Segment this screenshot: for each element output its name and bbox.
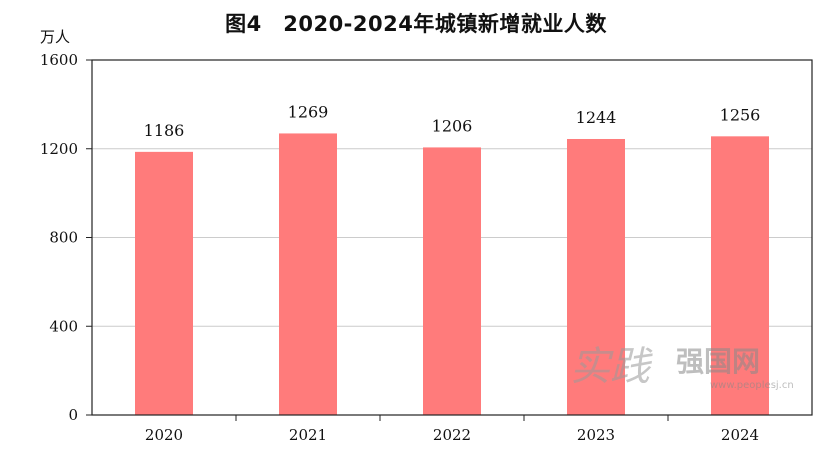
y-tick-label: 1200: [40, 140, 78, 158]
y-tick-label: 0: [68, 406, 78, 424]
watermark-logo: 实践 强国网 www.peoplesj.cn: [570, 340, 794, 400]
x-tick-label: 2021: [289, 426, 327, 444]
labels: 0 400 800 1200 1600 1186 2020 1269 2021 1206 2022 1…: [40, 51, 761, 444]
bar: [135, 151, 193, 415]
y-axis-unit: 万人: [40, 28, 71, 46]
plot-frame: [91, 59, 813, 416]
watermark-glyph: 实践: [570, 344, 650, 390]
data-label: 1256: [720, 105, 761, 124]
axes: [86, 59, 813, 421]
bar: [423, 147, 481, 415]
watermark-url: www.peoplesj.cn: [710, 380, 794, 391]
data-label: 1269: [288, 102, 329, 121]
x-tick-label: 2023: [577, 426, 615, 444]
y-tick-label: 400: [49, 317, 78, 335]
bar: [711, 136, 769, 415]
bars: [135, 133, 769, 416]
x-tick-label: 2024: [721, 426, 759, 444]
x-tick-label: 2020: [145, 426, 183, 444]
data-label: 1186: [144, 121, 185, 140]
chart-title: 图4 2020-2024年城镇新增就业人数: [225, 12, 607, 36]
bar: [567, 138, 625, 416]
y-tick-label: 800: [49, 229, 78, 247]
x-tick-label: 2022: [433, 426, 471, 444]
y-tick-label: 1600: [40, 51, 78, 69]
bar: [279, 133, 337, 416]
watermark-name: 强国网: [676, 345, 761, 378]
data-label: 1206: [432, 116, 473, 135]
data-label: 1244: [576, 108, 617, 127]
